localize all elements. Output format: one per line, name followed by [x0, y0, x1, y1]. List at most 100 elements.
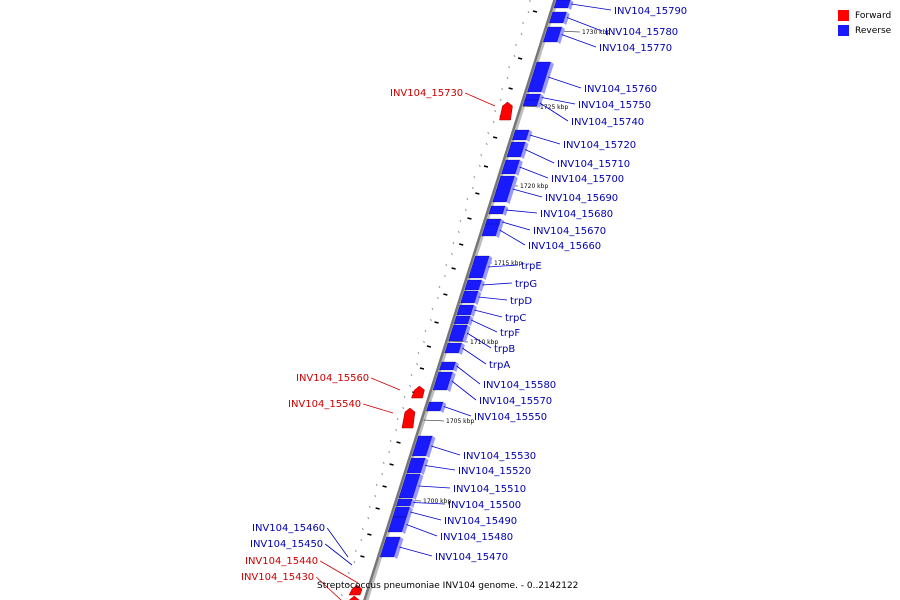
background-dash [430, 318, 432, 322]
gene-leader-line [451, 380, 477, 401]
background-dash [381, 472, 384, 476]
reverse-gene-block-side [446, 372, 456, 392]
reverse-gene-block-side [453, 362, 459, 372]
background-dash [416, 362, 418, 366]
scale-label: 1715 kbp [494, 260, 522, 267]
gene-label: INV104_15540 [288, 399, 361, 410]
gene-leader-line [326, 527, 349, 558]
background-dash [459, 219, 462, 223]
reverse-gene-block [438, 361, 457, 371]
reverse-gene-block-side [526, 130, 533, 142]
gene-label: INV104_15550 [474, 412, 547, 423]
scale-label: 1725 kbp [540, 104, 568, 111]
reverse-gene-block-side [420, 458, 429, 475]
gene-label: INV104_15500 [448, 500, 521, 511]
gene-label: INV104_15750 [578, 100, 651, 111]
gene-label: INV104_15490 [444, 516, 517, 527]
genome-caption: Streptococcus pneumoniae INV104 genome. … [317, 581, 578, 591]
axis-tick [483, 165, 489, 168]
gene-leader-line [466, 332, 492, 349]
gene-leader-line [487, 264, 519, 268]
background-dash [457, 230, 460, 234]
reverse-gene-block-side [402, 517, 410, 534]
gene-leader-line [505, 209, 538, 214]
gene-leader-line [499, 229, 526, 246]
axis-tick [389, 463, 394, 466]
reverse-gene-block [425, 401, 444, 412]
reverse-gene-block-side [474, 291, 482, 305]
background-dash [506, 76, 509, 80]
forward-gene-block [348, 584, 363, 596]
reverse-gene-block-side [406, 507, 413, 519]
gene-leader-line [363, 403, 394, 414]
background-dash [423, 340, 425, 344]
reverse-gene-block-side [412, 474, 424, 500]
gene-label: INV104_15700 [551, 174, 624, 185]
forward-gene-block [499, 101, 513, 121]
axis-tick [508, 87, 513, 90]
gene-label: INV104_15670 [533, 226, 606, 237]
reverse-gene-block-side [563, 12, 570, 25]
genome-axis [363, 0, 556, 600]
reverse-gene-block [453, 315, 471, 325]
scale-tick [423, 419, 445, 422]
background-dash [403, 395, 406, 399]
reverse-gene-block-side [440, 402, 447, 413]
reverse-gene-block-side [410, 499, 416, 508]
forward-gene-block [411, 385, 425, 399]
legend-reverse: Reverse [838, 23, 891, 38]
forward-gene-block [348, 595, 360, 600]
reverse-gene-block-side [506, 176, 518, 204]
gene-leader-line [410, 511, 442, 521]
background-dash [443, 274, 446, 278]
reverse-gene-block-side [567, 0, 574, 10]
background-dash [360, 538, 363, 542]
gene-label: INV104_15520 [458, 466, 531, 477]
background-dash [361, 527, 364, 531]
scale-label: 1730 kbp [582, 29, 610, 36]
axis-tick [492, 136, 498, 139]
gene-leader-line [399, 546, 433, 557]
reverse-gene-block-side [467, 316, 474, 326]
background-dash [487, 131, 490, 135]
axis-tick [532, 10, 538, 13]
reverse-gene-block-side [495, 224, 503, 238]
gene-label: trpC [505, 313, 526, 324]
background-dash [522, 21, 524, 25]
reverse-gene-block [553, 0, 571, 9]
gene-label: INV104_15480 [440, 532, 513, 543]
gene-label: trpF [500, 328, 520, 339]
background-dash [410, 373, 413, 377]
background-dash [464, 208, 467, 212]
background-dash [436, 296, 439, 300]
background-dash [367, 516, 370, 520]
gene-label: INV104_15780 [605, 27, 678, 38]
background-dash [478, 164, 481, 168]
background-dash [527, 10, 530, 14]
reverse-swatch-icon [838, 25, 849, 36]
forward-gene-block [401, 407, 416, 429]
background-dash [452, 241, 455, 245]
reverse-gene-block-side [470, 305, 477, 317]
gene-leader-line [547, 76, 582, 89]
background-dash [409, 384, 412, 388]
axis-tick [434, 321, 439, 324]
gene-leader-line [539, 102, 569, 122]
gene-leader-line [524, 149, 555, 164]
gene-label: INV104_15660 [528, 241, 601, 252]
gene-label: INV104_15470 [435, 552, 508, 563]
reverse-gene-block-side [482, 256, 493, 280]
gene-label: INV104_15710 [557, 159, 630, 170]
gene-label: trpG [515, 279, 537, 290]
axis-tick [396, 441, 401, 444]
gene-leader-line [324, 543, 353, 566]
gene-label: INV104_15680 [540, 209, 613, 220]
reverse-gene-block-side [541, 62, 554, 94]
gene-leader-line [406, 524, 438, 537]
background-dash [417, 351, 420, 355]
axis-tick [375, 507, 380, 510]
legend-forward-label: Forward [855, 10, 892, 21]
axis-tick [467, 217, 472, 220]
background-dash [501, 87, 504, 91]
background-dash [402, 406, 405, 410]
